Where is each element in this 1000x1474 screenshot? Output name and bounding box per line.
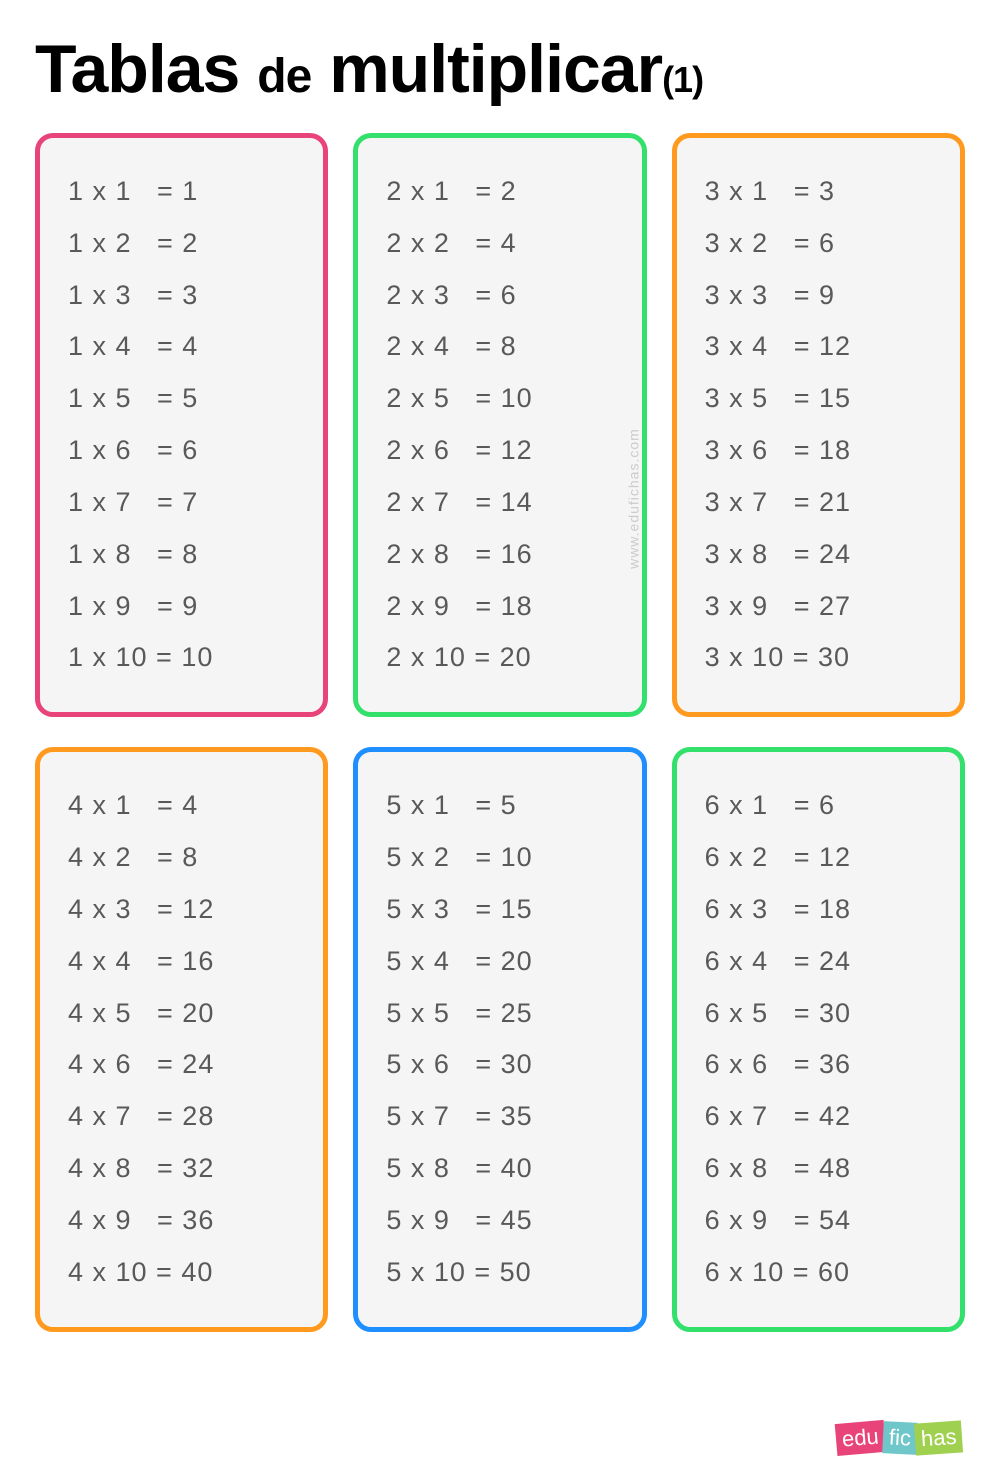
table-row: 3 x 3 = 9 — [705, 270, 932, 322]
table-row: 5 x 3 = 15 — [386, 884, 613, 936]
table-row: 6 x 5 = 30 — [705, 988, 932, 1040]
table-row: 1 x 2 = 2 — [68, 218, 295, 270]
table-box-5: 5 x 1 = 5 5 x 2 = 10 5 x 3 = 15 5 x 4 = … — [353, 747, 646, 1331]
table-row: 4 x 10 = 40 — [68, 1247, 295, 1299]
table-row: 5 x 5 = 25 — [386, 988, 613, 1040]
title-de: de — [257, 50, 311, 103]
table-row: 4 x 9 = 36 — [68, 1195, 295, 1247]
table-box-1: 1 x 1 = 1 1 x 2 = 2 1 x 3 = 3 1 x 4 = 4 … — [35, 133, 328, 717]
table-row: 3 x 2 = 6 — [705, 218, 932, 270]
table-row: 1 x 3 = 3 — [68, 270, 295, 322]
table-row: 6 x 6 = 36 — [705, 1039, 932, 1091]
table-row: 6 x 7 = 42 — [705, 1091, 932, 1143]
table-row: 4 x 1 = 4 — [68, 780, 295, 832]
table-row: 2 x 10 = 20 — [386, 632, 613, 684]
table-row: 6 x 10 = 60 — [705, 1247, 932, 1299]
table-row: 6 x 8 = 48 — [705, 1143, 932, 1195]
table-box-4: 4 x 1 = 4 4 x 2 = 8 4 x 3 = 12 4 x 4 = 1… — [35, 747, 328, 1331]
table-row: 2 x 6 = 12 — [386, 425, 613, 477]
table-row: 2 x 9 = 18 — [386, 581, 613, 633]
table-box-3: 3 x 1 = 3 3 x 2 = 6 3 x 3 = 9 3 x 4 = 12… — [672, 133, 965, 717]
table-row: 4 x 8 = 32 — [68, 1143, 295, 1195]
tables-grid: 1 x 1 = 1 1 x 2 = 2 1 x 3 = 3 1 x 4 = 4 … — [35, 133, 965, 1332]
table-row: 1 x 8 = 8 — [68, 529, 295, 581]
table-row: 5 x 9 = 45 — [386, 1195, 613, 1247]
table-row: 6 x 4 = 24 — [705, 936, 932, 988]
table-row: 1 x 4 = 4 — [68, 321, 295, 373]
table-row: 3 x 1 = 3 — [705, 166, 932, 218]
table-row: 3 x 9 = 27 — [705, 581, 932, 633]
table-row: 1 x 5 = 5 — [68, 373, 295, 425]
page-title: Tablas de multiplicar(1) — [35, 30, 965, 108]
table-row: 4 x 2 = 8 — [68, 832, 295, 884]
table-row: 3 x 5 = 15 — [705, 373, 932, 425]
table-row: 3 x 8 = 24 — [705, 529, 932, 581]
table-row: 4 x 4 = 16 — [68, 936, 295, 988]
table-row: 5 x 7 = 35 — [386, 1091, 613, 1143]
table-row: 2 x 1 = 2 — [386, 166, 613, 218]
table-row: 6 x 1 = 6 — [705, 780, 932, 832]
table-row: 2 x 7 = 14 — [386, 477, 613, 529]
logo-part-3: has — [913, 1420, 963, 1455]
table-row: 3 x 7 = 21 — [705, 477, 932, 529]
table-row: 5 x 4 = 20 — [386, 936, 613, 988]
table-row: 6 x 3 = 18 — [705, 884, 932, 936]
table-row: 1 x 7 = 7 — [68, 477, 295, 529]
table-row: 5 x 6 = 30 — [386, 1039, 613, 1091]
watermark-url: www.edufichas.com — [626, 428, 642, 569]
table-box-6: 6 x 1 = 6 6 x 2 = 12 6 x 3 = 18 6 x 4 = … — [672, 747, 965, 1331]
table-row: 2 x 8 = 16 — [386, 529, 613, 581]
table-row: 4 x 7 = 28 — [68, 1091, 295, 1143]
table-row: 4 x 3 = 12 — [68, 884, 295, 936]
title-suffix: (1) — [662, 59, 703, 100]
table-row: 2 x 3 = 6 — [386, 270, 613, 322]
table-row: 1 x 1 = 1 — [68, 166, 295, 218]
table-row: 1 x 9 = 9 — [68, 581, 295, 633]
table-row: 4 x 6 = 24 — [68, 1039, 295, 1091]
table-row: 5 x 2 = 10 — [386, 832, 613, 884]
table-row: 6 x 9 = 54 — [705, 1195, 932, 1247]
table-row: 1 x 6 = 6 — [68, 425, 295, 477]
table-row: 2 x 4 = 8 — [386, 321, 613, 373]
table-row: 3 x 10 = 30 — [705, 632, 932, 684]
table-row: 5 x 1 = 5 — [386, 780, 613, 832]
logo-part-1: edu — [834, 1420, 885, 1456]
table-row: 6 x 2 = 12 — [705, 832, 932, 884]
table-row: 4 x 5 = 20 — [68, 988, 295, 1040]
logo: edu fic has — [836, 1422, 960, 1454]
logo-part-2: fic — [882, 1421, 918, 1455]
title-part2: multiplicar — [329, 31, 662, 107]
table-row: 3 x 6 = 18 — [705, 425, 932, 477]
table-box-2: 2 x 1 = 2 2 x 2 = 4 2 x 3 = 6 2 x 4 = 8 … — [353, 133, 646, 717]
title-part1: Tablas — [35, 31, 239, 107]
table-row: 5 x 8 = 40 — [386, 1143, 613, 1195]
table-row: 3 x 4 = 12 — [705, 321, 932, 373]
table-row: 2 x 2 = 4 — [386, 218, 613, 270]
table-row: 5 x 10 = 50 — [386, 1247, 613, 1299]
table-row: 2 x 5 = 10 — [386, 373, 613, 425]
table-row: 1 x 10 = 10 — [68, 632, 295, 684]
